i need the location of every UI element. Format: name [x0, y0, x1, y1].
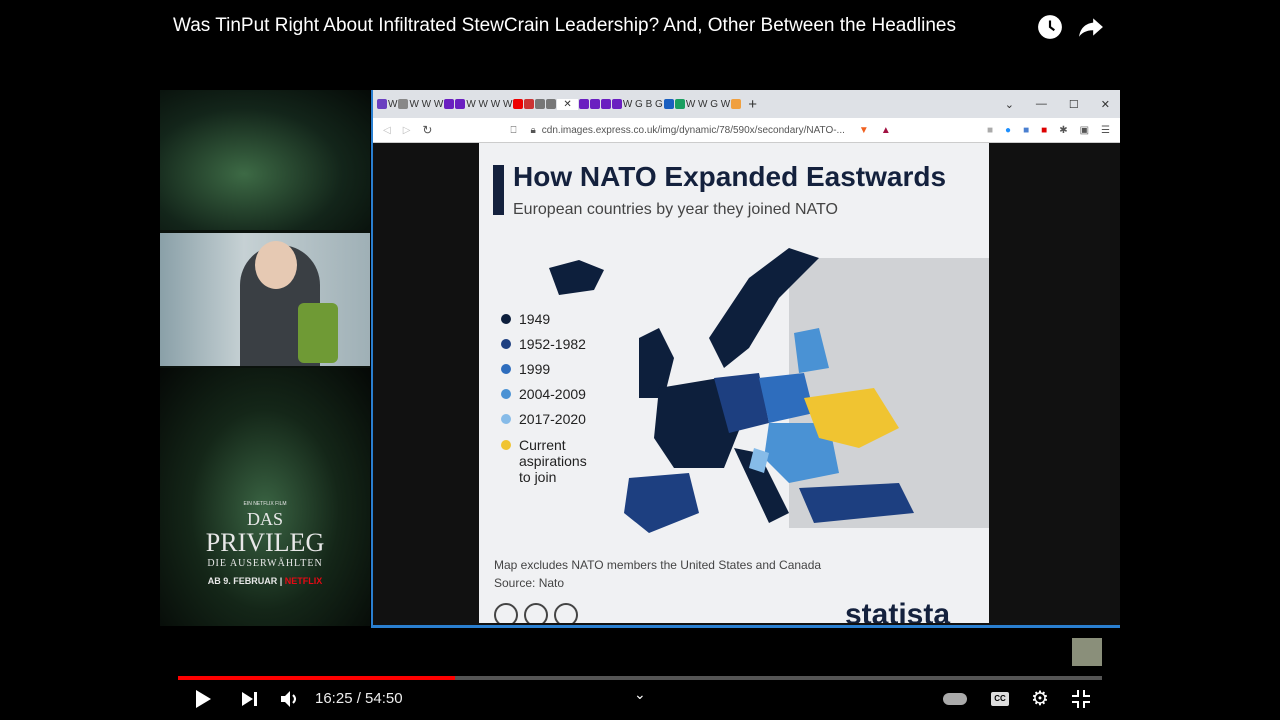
- map-source: Source: Nato: [494, 576, 565, 590]
- tab[interactable]: W W W W: [466, 98, 513, 110]
- legend-dot: [501, 389, 511, 399]
- close-window-icon[interactable]: ✕: [1100, 98, 1110, 111]
- poster-image-middle: [160, 233, 370, 366]
- poster-image-bottom: EIN NETFLIX FILM DAS PRIVILEG DIE AUSERW…: [160, 368, 370, 626]
- map-uk: [639, 328, 674, 398]
- video-title: Was TinPut Right About Infiltrated StewC…: [173, 15, 956, 36]
- map-germany: [714, 373, 769, 433]
- tab-favicon[interactable]: [600, 99, 611, 109]
- exit-fullscreen-icon[interactable]: [1072, 690, 1090, 708]
- extension-icon[interactable]: ■: [1041, 124, 1048, 136]
- map-ukraine: [804, 388, 899, 448]
- tab-search-icon[interactable]: ⌄: [1004, 98, 1014, 111]
- brave-shield-icon[interactable]: ▼: [858, 124, 869, 136]
- legend-item: 1949: [501, 311, 550, 327]
- legend-dot: [501, 440, 511, 450]
- legend-item: Current aspirations to join: [501, 437, 591, 485]
- chevron-down-icon[interactable]: ⌄: [634, 686, 646, 702]
- legend-dot: [501, 339, 511, 349]
- tab-favicon[interactable]: [398, 99, 409, 109]
- address-bar-row: ◁ ▷ ↻ ⎕ 🔒︎ cdn.images.express.co.uk/img/…: [373, 118, 1120, 143]
- tab[interactable]: W G B G: [622, 98, 663, 110]
- wallet-icon[interactable]: ▣: [1079, 124, 1090, 136]
- map-iceland: [549, 260, 604, 295]
- legend-item: 1999: [501, 361, 550, 377]
- map-baltics: [794, 328, 829, 373]
- cc-license-icons: [494, 603, 578, 623]
- watch-later-icon[interactable]: [1037, 14, 1063, 40]
- map-italy: [734, 448, 789, 523]
- next-icon[interactable]: [241, 691, 259, 707]
- legend-item: 1952-1982: [501, 336, 586, 352]
- map-norway: [709, 248, 819, 368]
- reload-icon[interactable]: ↻: [422, 123, 433, 137]
- tab-strip: W W W W W W W W ✕ W G B G W W G W + ⌄ — ☐ ✕: [373, 90, 1120, 118]
- legend-item: 2017-2020: [501, 411, 586, 427]
- time-display: 16:25 / 54:50: [315, 690, 403, 707]
- channel-watermark[interactable]: [1072, 638, 1102, 666]
- tab-favicon[interactable]: [663, 99, 674, 109]
- puzzle-icon[interactable]: ✱: [1059, 124, 1068, 136]
- chart-subtitle: European countries by year they joined N…: [513, 201, 838, 218]
- share-icon[interactable]: [1078, 14, 1104, 40]
- map-north-macedonia: [749, 448, 769, 473]
- chart-title: How NATO Expanded Eastwards: [513, 161, 947, 192]
- progress-played: [178, 676, 456, 680]
- legend-dot: [501, 364, 511, 374]
- translate-icon[interactable]: ■: [1023, 124, 1030, 136]
- tab[interactable]: W W W: [409, 98, 444, 110]
- extension-icon[interactable]: ●: [1005, 124, 1012, 136]
- tab-favicon[interactable]: [589, 99, 600, 109]
- europe-map: [549, 248, 989, 533]
- minimize-icon[interactable]: —: [1035, 97, 1047, 110]
- tab-favicon[interactable]: [578, 99, 589, 109]
- legend-item: 2004-2009: [501, 386, 586, 402]
- tab-favicon[interactable]: [731, 99, 742, 109]
- nato-map-image: How NATO Expanded Eastwards European cou…: [479, 143, 989, 623]
- tab-favicon[interactable]: [546, 99, 557, 109]
- movie-posters: EIN NETFLIX FILM DAS PRIVILEG DIE AUSERW…: [160, 90, 370, 626]
- captions-icon[interactable]: CC: [991, 692, 1009, 706]
- forward-icon[interactable]: ▷: [402, 124, 411, 136]
- map-note: Map excludes NATO members the United Sta…: [494, 558, 822, 572]
- autoplay-toggle[interactable]: [943, 693, 967, 705]
- maximize-icon[interactable]: ☐: [1068, 98, 1079, 111]
- tab-favicon[interactable]: [444, 99, 455, 109]
- url-field[interactable]: cdn.images.express.co.uk/img/dynamic/78/…: [541, 124, 845, 136]
- poster-image-top: [160, 90, 370, 230]
- tab-favicon[interactable]: [611, 99, 622, 109]
- browser-window: W W W W W W W W ✕ W G B G W W G W + ⌄ — ☐ ✕ ◁ …: [371, 90, 1120, 628]
- map-land-nonmember: [789, 258, 989, 528]
- tab-favicon[interactable]: [377, 99, 387, 109]
- progress-bar[interactable]: [178, 676, 1102, 680]
- tab[interactable]: W W G W: [685, 98, 731, 110]
- play-icon[interactable]: [194, 689, 212, 709]
- lock-icon: 🔒︎: [530, 124, 536, 136]
- legend-dot: [501, 314, 511, 324]
- active-tab-close-icon[interactable]: ✕: [557, 98, 578, 110]
- new-tab-button[interactable]: +: [748, 95, 758, 113]
- tab[interactable]: W: [388, 98, 398, 110]
- back-icon[interactable]: ◁: [383, 124, 391, 136]
- brave-rewards-icon[interactable]: ▲: [880, 124, 891, 136]
- tab-favicon[interactable]: [674, 99, 685, 109]
- netflix-logo: NETFLIX: [284, 576, 323, 586]
- map-turkey: [799, 483, 914, 523]
- tab-favicon[interactable]: [524, 99, 535, 109]
- tab-favicon[interactable]: [513, 99, 524, 109]
- menu-icon[interactable]: ☰: [1101, 124, 1110, 136]
- title-accent-bar: [493, 165, 504, 215]
- player-controls: 16:25 / 54:50 ⌄ CC ⚙: [0, 660, 1280, 720]
- volume-icon[interactable]: [280, 690, 300, 708]
- settings-gear-icon[interactable]: ⚙: [1031, 688, 1049, 710]
- tab-favicon[interactable]: [455, 99, 466, 109]
- bookmark-icon[interactable]: ⎕: [510, 124, 517, 136]
- map-iberia: [624, 473, 699, 533]
- map-poland: [759, 373, 814, 423]
- tab-favicon[interactable]: [535, 99, 546, 109]
- statista-logo: statista: [845, 598, 951, 623]
- legend-dot: [501, 414, 511, 424]
- extension-icon[interactable]: ■: [987, 124, 994, 136]
